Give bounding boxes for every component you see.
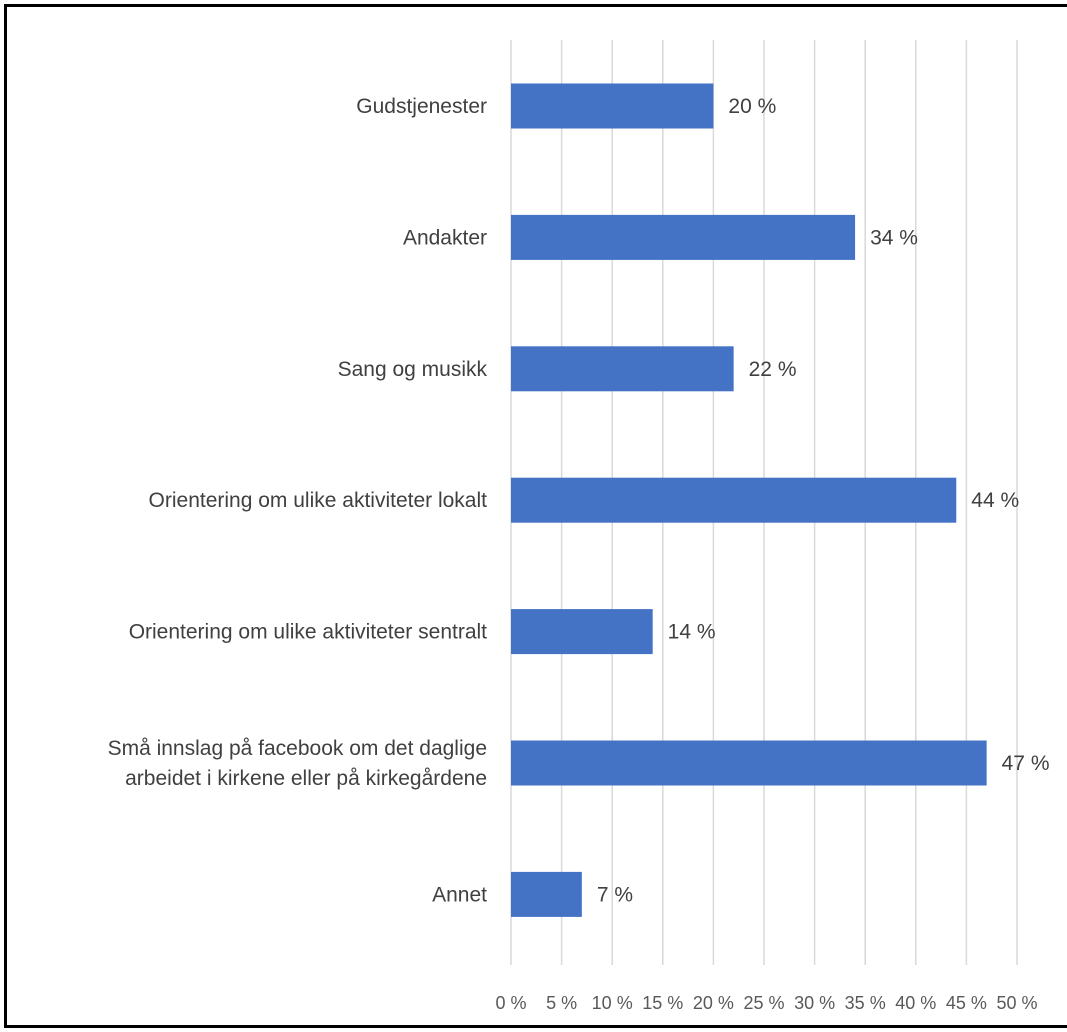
x-tick-label: 45 %: [946, 993, 987, 1013]
x-tick-label: 50 %: [996, 993, 1037, 1013]
category-label: Annet: [432, 883, 487, 906]
data-label: 20 %: [728, 95, 776, 118]
bar: [511, 477, 957, 523]
data-label: 22 %: [749, 358, 797, 381]
bar: [511, 871, 582, 917]
category-label: Andakter: [403, 226, 487, 249]
data-label: 44 %: [971, 489, 1019, 512]
bar: [511, 83, 714, 129]
x-tick-label: 40 %: [895, 993, 936, 1013]
x-tick-label: 15 %: [642, 993, 683, 1013]
category-label: Gudstjenester: [356, 95, 487, 118]
category-label: Små innslag på facebook om det daglige: [108, 737, 487, 760]
bar: [511, 346, 734, 392]
x-tick-label: 25 %: [743, 993, 784, 1013]
category-label: arbeidet i kirkene eller på kirkegårdene: [125, 767, 487, 790]
data-label: 34 %: [870, 226, 918, 249]
bar: [511, 740, 987, 786]
bar: [511, 214, 856, 260]
category-label: Orientering om ulike aktiviteter lokalt: [149, 489, 488, 512]
category-label: Sang og musikk: [338, 358, 488, 381]
x-tick-label: 30 %: [794, 993, 835, 1013]
x-tick-label: 0 %: [495, 993, 526, 1013]
category-label: Orientering om ulike aktiviteter sentral…: [129, 621, 487, 644]
bar: [511, 609, 653, 655]
x-tick-label: 10 %: [592, 993, 633, 1013]
data-label: 7 %: [597, 883, 633, 906]
x-tick-label: 20 %: [693, 993, 734, 1013]
x-tick-label: 35 %: [845, 993, 886, 1013]
data-label: 14 %: [668, 621, 716, 644]
data-label: 47 %: [1002, 752, 1050, 775]
x-tick-label: 5 %: [546, 993, 577, 1013]
